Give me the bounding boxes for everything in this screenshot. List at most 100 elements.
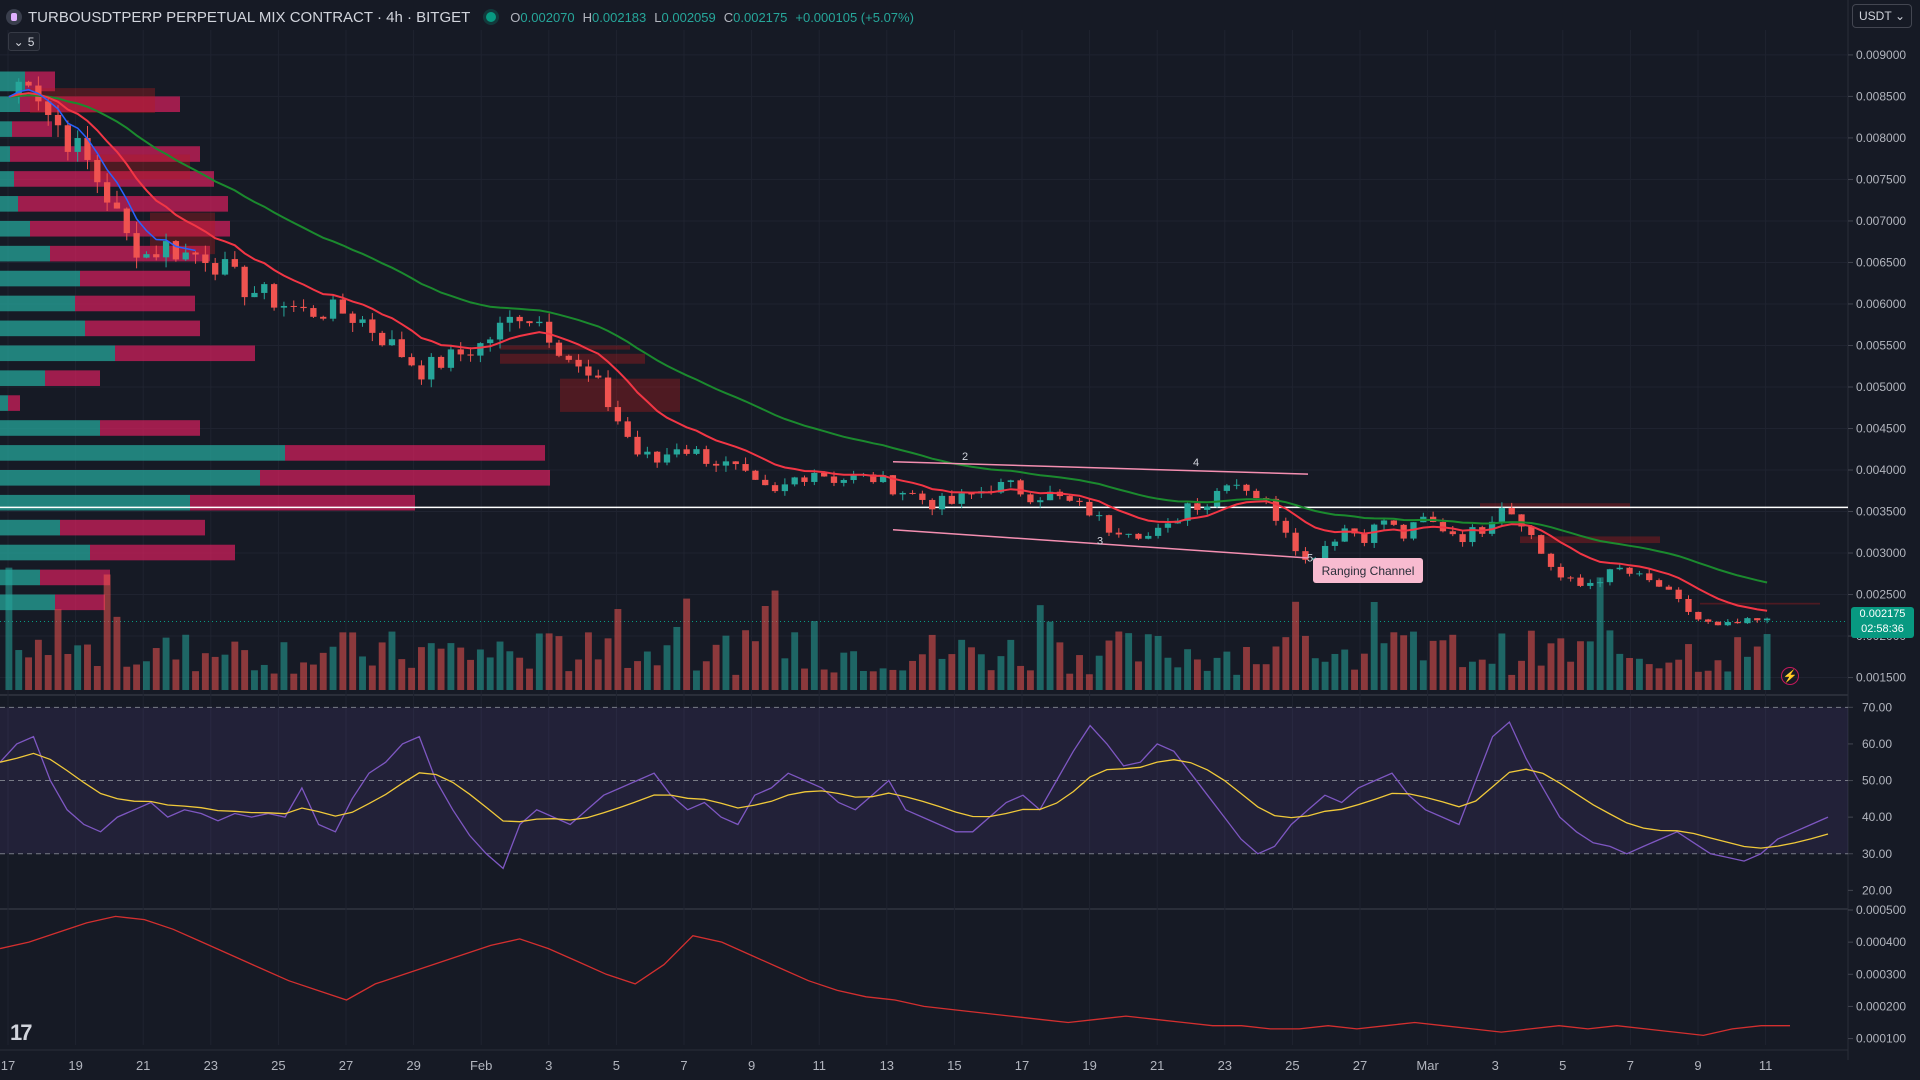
candle-body	[1390, 520, 1397, 525]
volume-bar	[1105, 640, 1113, 690]
volume-profile-down	[115, 345, 255, 362]
candle-body	[418, 365, 425, 380]
y-tick-label: 0.004000	[1856, 463, 1906, 477]
indicator-count: 5	[27, 34, 35, 49]
candle-body	[398, 339, 405, 358]
volume-bar	[1125, 633, 1133, 690]
candle-body	[437, 356, 445, 368]
volume-bar	[1694, 671, 1702, 690]
volume-bar	[64, 653, 72, 690]
lightning-icon[interactable]: ⚡	[1781, 667, 1799, 685]
volume-profile-up	[0, 220, 30, 237]
candle-body	[565, 355, 572, 360]
tradingview-logo-icon[interactable]: 17	[10, 1020, 33, 1045]
x-tick-label: 5	[613, 1058, 620, 1073]
volume-profile-up	[0, 470, 260, 486]
volume-bar	[968, 647, 975, 690]
candle-body	[1626, 567, 1633, 574]
volume-bar	[643, 651, 651, 690]
volume-bar	[771, 590, 779, 690]
volume-bar	[211, 656, 219, 690]
y-tick-label: 0.002500	[1856, 588, 1906, 602]
candle-body	[1498, 507, 1506, 522]
volume-bar	[231, 641, 239, 690]
candle-body	[1754, 618, 1761, 621]
currency-select[interactable]: USDT ⌄	[1852, 4, 1912, 28]
volume-profile-down	[40, 569, 110, 586]
rsi-tick-label: 50.00	[1862, 774, 1892, 788]
x-tick-label: 3	[1492, 1058, 1499, 1073]
candle-body	[1616, 567, 1623, 570]
candle-body	[1577, 577, 1584, 586]
x-tick-label: 21	[136, 1058, 150, 1073]
candle-body	[231, 259, 238, 267]
volume-bar	[1026, 670, 1034, 690]
volume-bar	[1095, 655, 1103, 690]
volume-bar	[270, 673, 278, 690]
supply-zone	[560, 378, 680, 412]
candle-body	[595, 375, 602, 378]
volume-profile-up	[0, 494, 190, 511]
volume-profile-down	[8, 395, 20, 411]
volume-bar	[1252, 664, 1260, 690]
candle-body	[1302, 551, 1309, 560]
volume-profile-up	[0, 121, 12, 137]
volume-bar	[732, 674, 740, 690]
volume-bar	[624, 667, 632, 690]
volume-bar	[1449, 634, 1457, 690]
candle-body	[614, 407, 622, 422]
volume-bar	[408, 667, 416, 690]
volume-bar	[280, 642, 288, 690]
low-value: 0.002059	[661, 9, 716, 25]
volume-bar	[1302, 635, 1309, 690]
volume-bar	[879, 668, 887, 690]
candle-body	[1596, 582, 1604, 584]
indicators-collapse-button[interactable]: ⌄ 5	[8, 32, 40, 51]
candle-body	[359, 319, 366, 323]
volume-bar	[1714, 660, 1722, 690]
x-tick-label: 21	[1150, 1058, 1164, 1073]
volume-bar	[673, 626, 681, 690]
volume-bar	[1527, 630, 1535, 690]
ranging-channel-label[interactable]: Ranging Channel	[1313, 558, 1423, 583]
volume-bar	[526, 668, 533, 690]
volume-profile-down	[55, 594, 105, 611]
candle-body	[1037, 500, 1044, 503]
volume-bar	[1478, 659, 1486, 690]
candle-body	[1154, 527, 1162, 536]
candle-body	[1371, 524, 1378, 543]
x-tick-label: Feb	[470, 1058, 492, 1073]
volume-bar	[584, 632, 592, 690]
candle-body	[1115, 532, 1122, 535]
candle-body	[1184, 503, 1191, 521]
candle-body	[673, 449, 680, 455]
candle-body	[320, 316, 327, 319]
candle-body	[526, 321, 533, 324]
volume-bar	[1360, 653, 1368, 690]
x-tick-label: 25	[271, 1058, 285, 1073]
candle-body	[997, 481, 1005, 493]
candle-body	[1665, 586, 1673, 590]
volume-profile-up	[0, 345, 115, 362]
volume-bar	[1577, 641, 1584, 690]
candle-body	[958, 493, 965, 504]
volume-bar	[516, 657, 524, 690]
candle-body	[909, 492, 916, 494]
volume-profile-up	[0, 96, 20, 113]
volume-bar	[889, 669, 897, 690]
volume-bar	[653, 665, 661, 690]
candle-body	[280, 305, 288, 308]
volume-bar	[1154, 635, 1162, 690]
candle-body	[1606, 569, 1614, 583]
volume-bar	[1233, 674, 1241, 690]
supply-zone	[1700, 602, 1820, 605]
candle-body	[1321, 545, 1329, 559]
candle-body	[879, 475, 887, 483]
symbol-title[interactable]: TURBOUSDTPERP PERPETUAL MIX CONTRACT · 4…	[28, 8, 471, 26]
volume-bar	[702, 661, 710, 690]
volume-bar	[15, 650, 23, 690]
candle-body	[663, 454, 671, 463]
volume-bar	[113, 616, 121, 690]
volume-bar	[142, 661, 150, 690]
